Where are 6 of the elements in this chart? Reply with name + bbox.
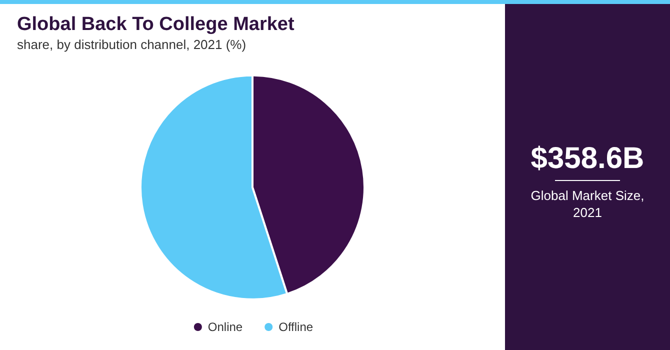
- chart-subtitle: share, by distribution channel, 2021 (%): [17, 37, 246, 52]
- legend-label: Online: [208, 320, 243, 334]
- legend-label: Offline: [278, 320, 314, 334]
- chart-title: Global Back To College Market: [17, 14, 295, 35]
- text: Global Market Size, 2021: [530, 187, 646, 221]
- text: $358.6B: [530, 142, 646, 176]
